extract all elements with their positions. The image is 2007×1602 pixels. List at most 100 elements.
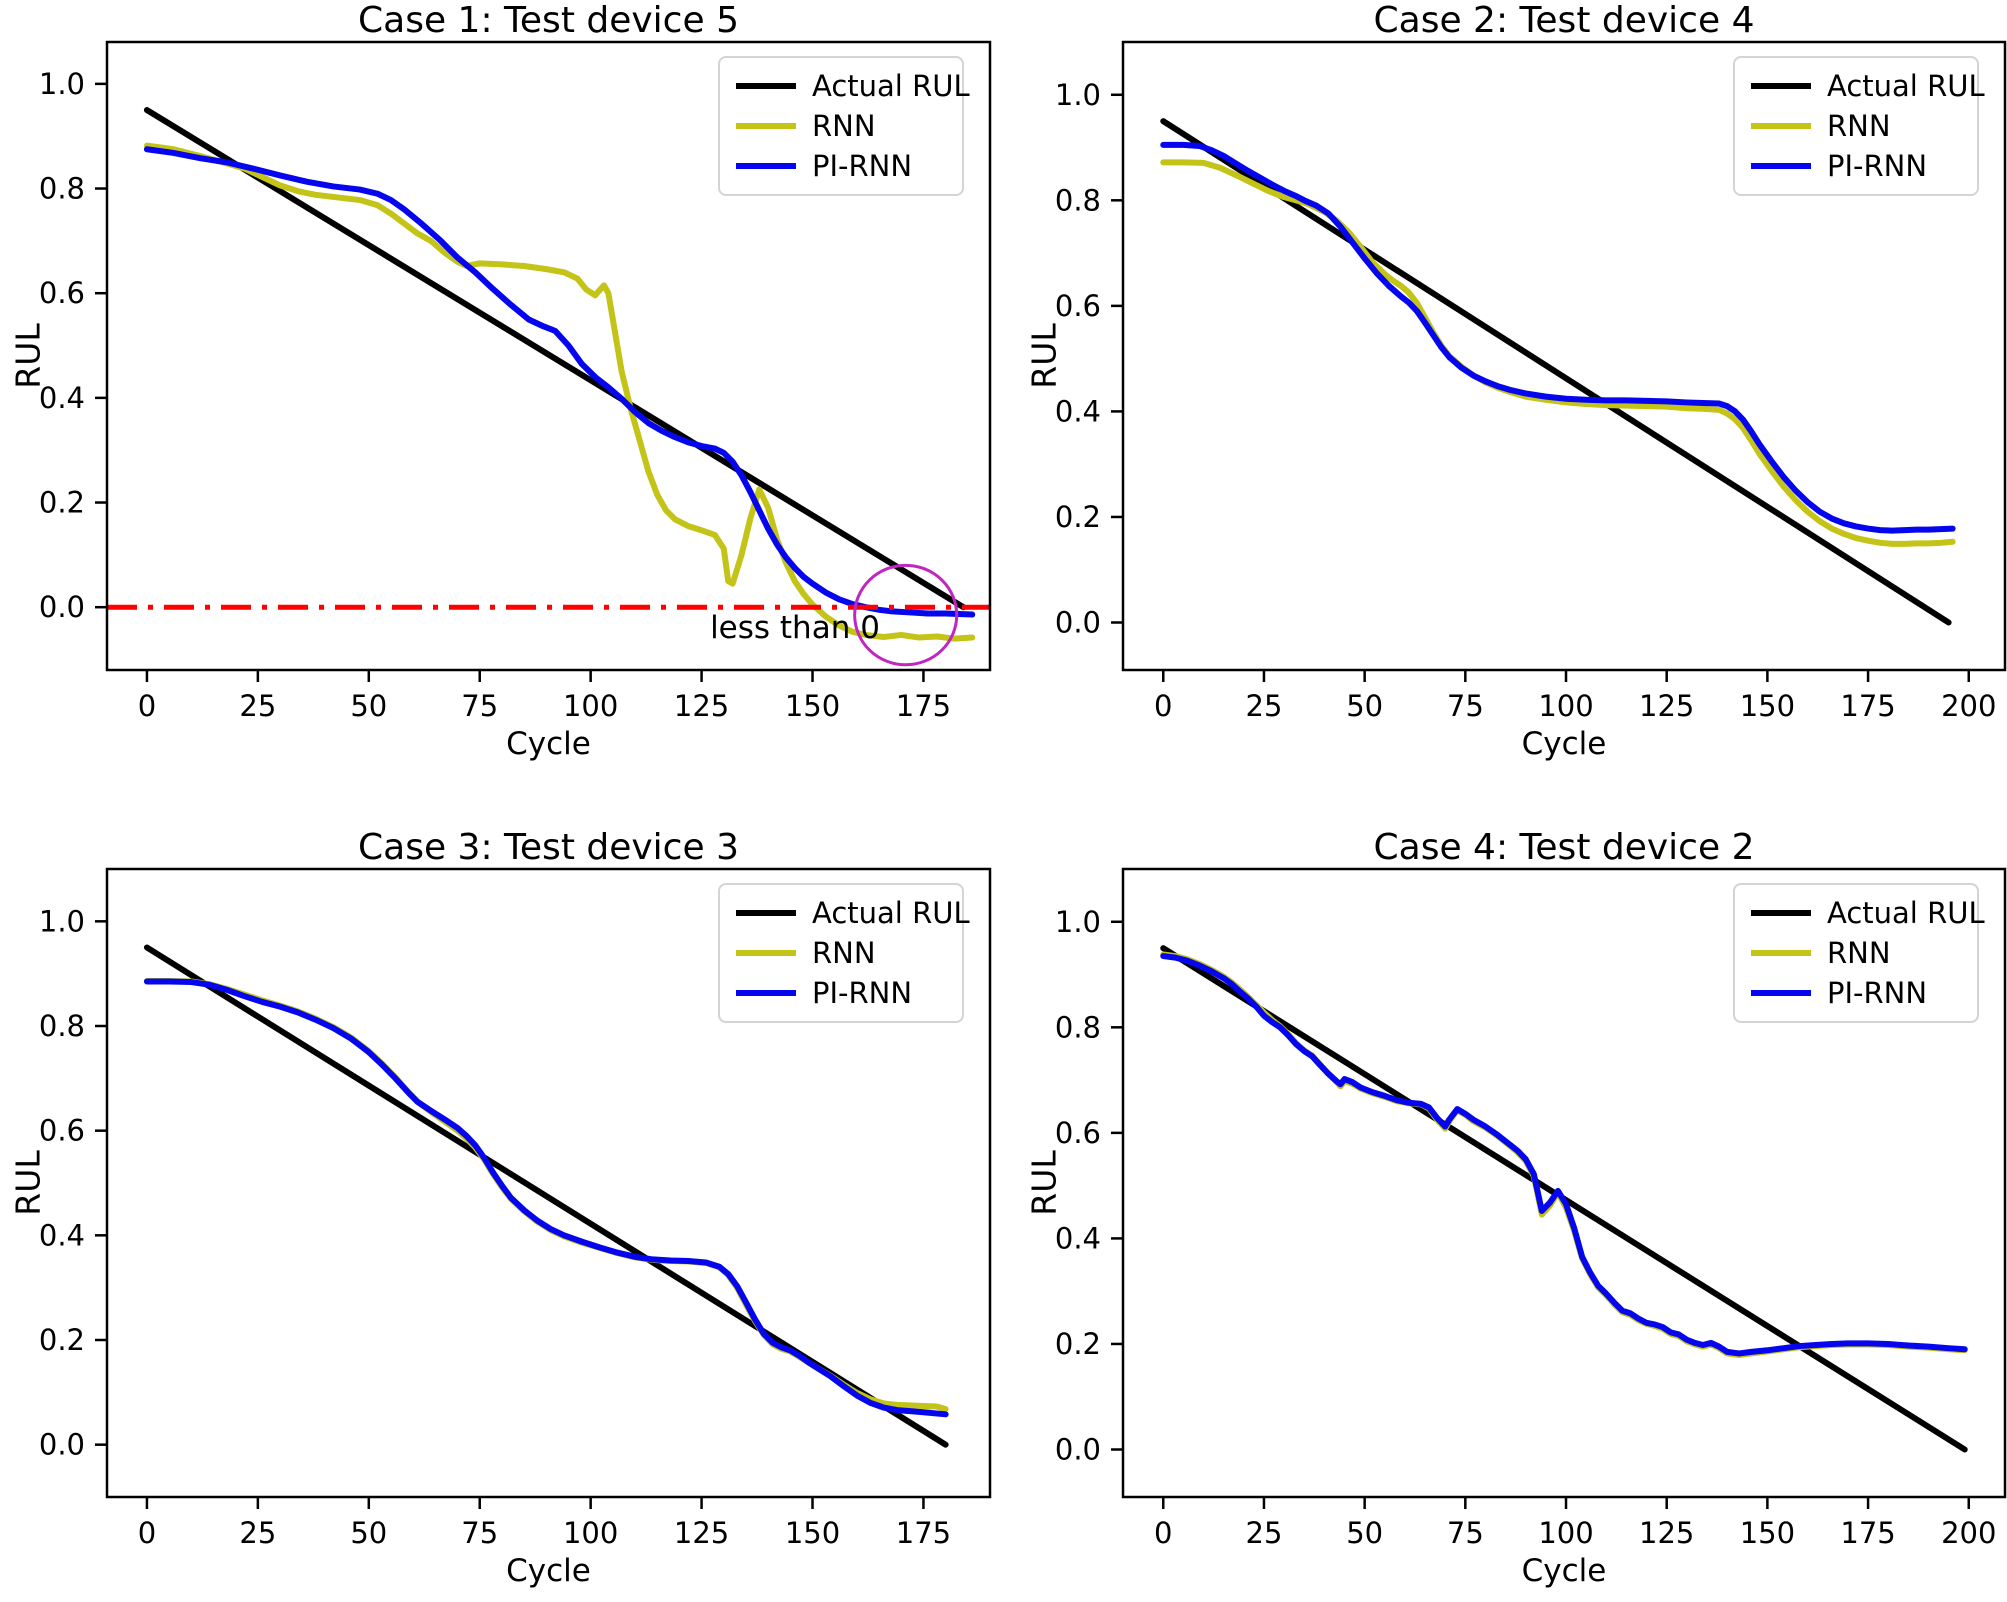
subplot-4: 0 25 50 75 100 125 150 175 200 0.0 0.2 0.4 0.6 0.8 1.0: [1055, 867, 2007, 1550]
legend-entry-actual-rul: Actual RUL: [736, 66, 970, 106]
legend-label: PI-RNN: [812, 976, 913, 1010]
svg-text:0.4: 0.4: [1055, 394, 1101, 428]
svg-text:0.0: 0.0: [1055, 1433, 1101, 1467]
svg-text:1.0: 1.0: [1055, 905, 1101, 939]
rnn-line-swatch: [1751, 123, 1811, 129]
svg-text:1.0: 1.0: [39, 67, 85, 101]
svg-text:200: 200: [1941, 689, 1996, 723]
subplot3-ylabel: RUL: [8, 1150, 48, 1216]
svg-text:100: 100: [1538, 1516, 1593, 1550]
subplot1-title: Case 1: Test device 5: [358, 0, 739, 41]
svg-text:0.4: 0.4: [39, 1218, 85, 1252]
subplot2-ylabel: RUL: [1024, 323, 1064, 389]
svg-text:0.8: 0.8: [39, 172, 85, 206]
svg-text:175: 175: [896, 1516, 951, 1550]
subplot1-legend: Actual RUL RNN PI-RNN: [718, 56, 970, 196]
svg-text:50: 50: [1346, 689, 1383, 723]
subplot1-xlabel: Cycle: [506, 726, 591, 762]
less-than-zero-annotation: less than 0: [710, 610, 880, 646]
actual-rul-line-swatch: [736, 910, 796, 916]
svg-text:0: 0: [1154, 1516, 1172, 1550]
svg-text:75: 75: [1447, 1516, 1484, 1550]
svg-text:125: 125: [674, 689, 729, 723]
legend-label: Actual RUL: [812, 69, 970, 103]
svg-text:100: 100: [563, 689, 618, 723]
pi-rnn-line-swatch: [736, 990, 796, 996]
svg-text:0: 0: [1154, 689, 1172, 723]
subplot3-title: Case 3: Test device 3: [358, 827, 739, 868]
svg-text:0.8: 0.8: [1055, 183, 1101, 217]
svg-text:1.0: 1.0: [39, 904, 85, 938]
actual-rul-line-swatch: [736, 83, 796, 89]
svg-text:0.0: 0.0: [39, 1428, 85, 1462]
subplot2-title: Case 2: Test device 4: [1373, 0, 1755, 41]
svg-text:0.6: 0.6: [39, 276, 85, 310]
legend-label: Actual RUL: [812, 896, 970, 930]
subplot-2: 0 25 50 75 100 125 150 175 200 0.0 0.2 0.4 0.6 0.8 1.0: [1055, 40, 2007, 723]
subplot2-xlabel: Cycle: [1521, 726, 1607, 762]
pi-rnn-line-swatch: [736, 163, 796, 169]
svg-text:50: 50: [350, 689, 387, 723]
svg-text:0.4: 0.4: [1055, 1221, 1101, 1255]
rnn-line-swatch: [736, 123, 796, 129]
svg-text:0: 0: [138, 1516, 156, 1550]
subplot3-xlabel: Cycle: [506, 1553, 591, 1589]
svg-text:0.2: 0.2: [1055, 500, 1101, 534]
svg-text:50: 50: [1346, 1516, 1383, 1550]
svg-text:0.8: 0.8: [39, 1009, 85, 1043]
svg-text:0.8: 0.8: [1055, 1010, 1101, 1044]
svg-text:150: 150: [1740, 1516, 1795, 1550]
subplot-1: 0 25 50 75 100 125 150 175 0.0 0.2 0.4 0.6 0.8 1.0: [39, 40, 992, 723]
legend-label: PI-RNN: [1827, 149, 1928, 183]
legend-entry-rnn: RNN: [1751, 106, 1961, 146]
legend-entry-pi-rnn: PI-RNN: [1751, 973, 1961, 1013]
rnn-line-swatch: [1751, 950, 1811, 956]
svg-text:175: 175: [1840, 689, 1895, 723]
legend-entry-actual-rul: Actual RUL: [1751, 893, 1985, 933]
svg-text:75: 75: [461, 1516, 498, 1550]
svg-text:0.6: 0.6: [39, 1114, 85, 1148]
actual-rul-line-swatch: [1751, 83, 1811, 89]
legend-label: PI-RNN: [1827, 976, 1928, 1010]
actual-rul-line-swatch: [1751, 910, 1811, 916]
svg-text:25: 25: [1246, 1516, 1283, 1550]
svg-text:150: 150: [785, 689, 840, 723]
subplot-3: 0 25 50 75 100 125 150 175 0.0 0.2 0.4 0.6 0.8 1.0: [39, 867, 992, 1550]
svg-text:150: 150: [1740, 689, 1795, 723]
svg-text:0: 0: [138, 689, 156, 723]
svg-text:0.0: 0.0: [1055, 606, 1101, 640]
svg-text:0.4: 0.4: [39, 381, 85, 415]
legend-entry-actual-rul: Actual RUL: [736, 893, 970, 933]
svg-text:0.2: 0.2: [39, 1323, 85, 1357]
svg-text:100: 100: [563, 1516, 618, 1550]
svg-text:100: 100: [1538, 689, 1593, 723]
subplot2-legend: Actual RUL RNN PI-RNN: [1733, 56, 1985, 196]
svg-text:50: 50: [350, 1516, 387, 1550]
legend-entry-actual-rul: Actual RUL: [1751, 66, 1985, 106]
svg-text:75: 75: [461, 689, 498, 723]
svg-text:0.0: 0.0: [39, 590, 85, 624]
legend-label: Actual RUL: [1827, 896, 1985, 930]
svg-text:0.2: 0.2: [39, 486, 85, 520]
subplot4-ylabel: RUL: [1024, 1150, 1064, 1216]
pi-rnn-line-swatch: [1751, 990, 1811, 996]
svg-text:150: 150: [785, 1516, 840, 1550]
svg-text:25: 25: [1246, 689, 1283, 723]
pi-rnn-line-swatch: [1751, 163, 1811, 169]
svg-text:25: 25: [239, 1516, 276, 1550]
svg-text:125: 125: [1639, 689, 1694, 723]
svg-text:75: 75: [1447, 689, 1484, 723]
svg-text:0.2: 0.2: [1055, 1327, 1101, 1361]
svg-text:175: 175: [896, 689, 951, 723]
legend-entry-rnn: RNN: [736, 106, 946, 146]
legend-label: Actual RUL: [1827, 69, 1985, 103]
legend-label: RNN: [1827, 109, 1891, 143]
legend-label: RNN: [812, 109, 876, 143]
legend-label: PI-RNN: [812, 149, 913, 183]
subplot4-legend: Actual RUL RNN PI-RNN: [1733, 883, 1985, 1023]
svg-text:175: 175: [1840, 1516, 1895, 1550]
svg-text:0.6: 0.6: [1055, 1116, 1101, 1150]
svg-text:0.6: 0.6: [1055, 289, 1101, 323]
